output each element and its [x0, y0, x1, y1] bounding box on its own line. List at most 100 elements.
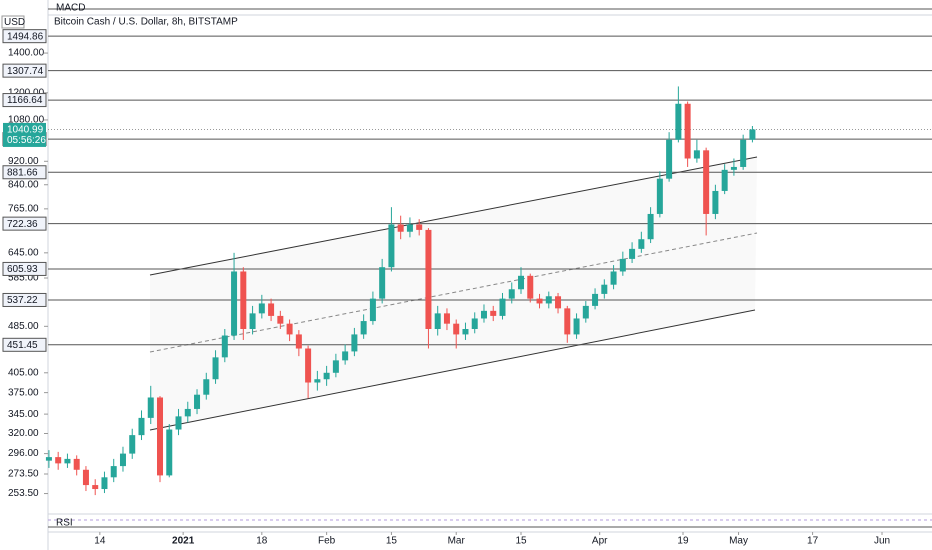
level-label-box [2, 63, 47, 78]
candle-body [286, 323, 293, 335]
candle-body [564, 308, 571, 335]
y-tick-label: 585.00 [8, 273, 39, 284]
candle-body [730, 166, 737, 170]
axis-layer: 253.50 273.50 296.00 320.00 345.00 375.00 405.… [2, 29, 890, 547]
candle-body [619, 258, 626, 272]
candle-body [268, 303, 275, 316]
candle-body [490, 310, 497, 316]
channel-fill [150, 157, 757, 430]
candle-body [92, 485, 99, 490]
candle-body [425, 229, 432, 329]
candle-body [45, 457, 52, 461]
candle-body [610, 271, 617, 285]
candle-body [518, 275, 525, 290]
x-tick-label: May [729, 536, 748, 547]
level-label-box [2, 261, 47, 276]
levels-layer [48, 35, 932, 346]
candle-body [397, 224, 404, 232]
currency-box [1, 15, 25, 29]
candle-body [184, 408, 191, 417]
candle-body [351, 334, 358, 352]
candle-body [194, 394, 201, 409]
level-label: 537.22 [7, 295, 38, 306]
candle-body [166, 429, 173, 476]
candle-body [73, 458, 80, 470]
channel-mid [149, 232, 758, 353]
candle-body [360, 321, 367, 335]
candle-body [240, 271, 247, 329]
candle-body [499, 298, 506, 316]
candle-body [175, 416, 182, 430]
candle-body [573, 318, 580, 335]
candle-body [157, 397, 164, 476]
candle-body [101, 477, 108, 490]
x-tick-label: 18 [256, 536, 268, 547]
candle-body [712, 190, 719, 214]
candle-body [138, 417, 145, 436]
x-tick-label: 2021 [172, 536, 195, 547]
candle-body [82, 469, 89, 486]
candle-body [545, 296, 552, 304]
candle-body [721, 169, 728, 191]
channel-lower [149, 309, 756, 431]
candle-body [258, 303, 265, 314]
candle-body [379, 267, 386, 299]
x-tick-label: 15 [515, 536, 527, 547]
level-label-box [2, 165, 47, 180]
level-label: 1494.86 [7, 31, 44, 42]
y-tick-label: 375.00 [8, 387, 39, 398]
candle-body [536, 298, 543, 304]
candle-body [55, 457, 62, 464]
y-tick-label: 320.00 [8, 428, 39, 439]
candle-body [462, 328, 469, 335]
candle-body [129, 435, 136, 454]
candle-body [416, 224, 423, 230]
x-tick-label: 19 [677, 536, 689, 547]
channel-upper [149, 156, 758, 276]
candle-body [64, 458, 71, 464]
level-label-box [2, 292, 47, 307]
x-tick-label: 14 [94, 536, 106, 547]
x-tick-label: Apr [592, 536, 608, 547]
y-tick-label: 920.00 [8, 156, 39, 167]
level-label: 605.93 [7, 264, 38, 275]
candle-body [684, 103, 691, 159]
candle-body [249, 313, 256, 329]
y-tick-label: 273.50 [8, 469, 39, 480]
indicator-label: RSI [56, 518, 73, 529]
candle-body [147, 397, 154, 418]
candle-body [629, 248, 636, 259]
x-tick-label: Feb [318, 536, 336, 547]
candle-body [749, 129, 756, 140]
candle-body [110, 466, 117, 478]
level-label: 722.36 [7, 219, 38, 230]
candle-body [119, 453, 126, 467]
level-label-box [2, 337, 47, 352]
level-label: 1166.64 [7, 95, 43, 106]
y-tick-label: 405.00 [8, 367, 39, 378]
level-label-box [2, 29, 47, 44]
candle-body [221, 335, 228, 358]
level-label: 1307.74 [7, 66, 44, 77]
x-tick-label: 15 [386, 536, 398, 547]
candle-body [277, 315, 284, 324]
y-tick-label: 296.00 [8, 448, 39, 459]
candle-body [555, 296, 562, 309]
candle-body [656, 178, 663, 214]
indicator-label: MACD [56, 3, 85, 14]
candle-body [212, 357, 219, 380]
candle-body [601, 284, 608, 294]
candle-body [342, 351, 349, 361]
candle-body [693, 150, 700, 159]
candle-body [527, 275, 534, 299]
candle-body [480, 310, 487, 319]
candle-body [406, 224, 413, 232]
candle-body [314, 379, 321, 383]
last-price-box [3, 122, 46, 147]
candle-body [582, 305, 589, 319]
y-tick-label: 345.00 [8, 409, 39, 420]
y-tick-label: 485.00 [8, 321, 39, 332]
y-tick-label: 1200.00 [8, 87, 45, 98]
